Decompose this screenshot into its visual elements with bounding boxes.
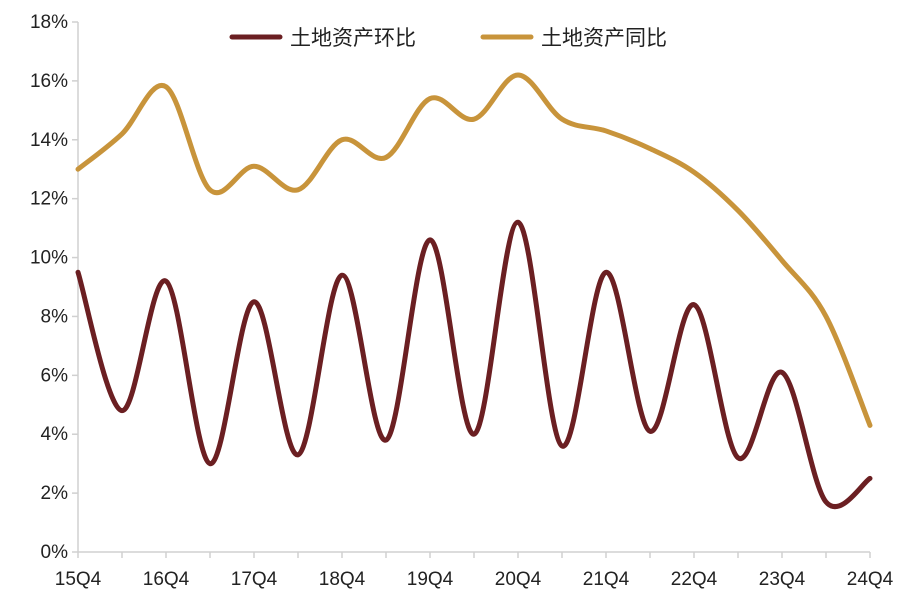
- series-line-land-assets-yoy: [75, 72, 873, 428]
- series-line-land-assets-qoq: [75, 219, 873, 510]
- y-tick-label: 16%: [30, 71, 68, 92]
- y-tick-label: 12%: [30, 189, 68, 210]
- y-tick-label: 8%: [41, 306, 69, 327]
- legend-item: 土地资产同比: [480, 26, 667, 50]
- axes: 0% 2% 4% 6% 8% 10% 12% 14% 16% 18% 15Q4 16Q4 17Q4 18Q…: [30, 12, 894, 590]
- x-tick-label: 15Q4: [55, 569, 102, 590]
- legend-item: 土地资产环比: [229, 26, 416, 50]
- y-tick-label: 18%: [30, 12, 68, 33]
- x-tick-label: 20Q4: [495, 569, 542, 590]
- x-tick-label: 16Q4: [143, 569, 190, 590]
- y-tick-label: 2%: [41, 483, 69, 504]
- x-tick-label: 24Q4: [847, 569, 894, 590]
- legend-label: 土地资产环比: [290, 26, 416, 50]
- y-tick-label: 0%: [41, 542, 69, 563]
- x-tick-label: 23Q4: [759, 569, 806, 590]
- x-tick-label: 21Q4: [583, 569, 630, 590]
- y-tick-label: 10%: [30, 248, 68, 269]
- series-layer: [75, 72, 873, 510]
- x-tick-label: 22Q4: [671, 569, 718, 590]
- x-tick-label: 19Q4: [407, 569, 454, 590]
- y-tick-label: 6%: [41, 365, 69, 386]
- legend: 土地资产环比 土地资产同比: [229, 26, 667, 50]
- x-tick-label: 17Q4: [231, 569, 278, 590]
- legend-label: 土地资产同比: [541, 26, 667, 50]
- x-tick-label: 18Q4: [319, 569, 366, 590]
- y-tick-label: 4%: [41, 424, 69, 445]
- y-tick-label: 14%: [30, 130, 68, 151]
